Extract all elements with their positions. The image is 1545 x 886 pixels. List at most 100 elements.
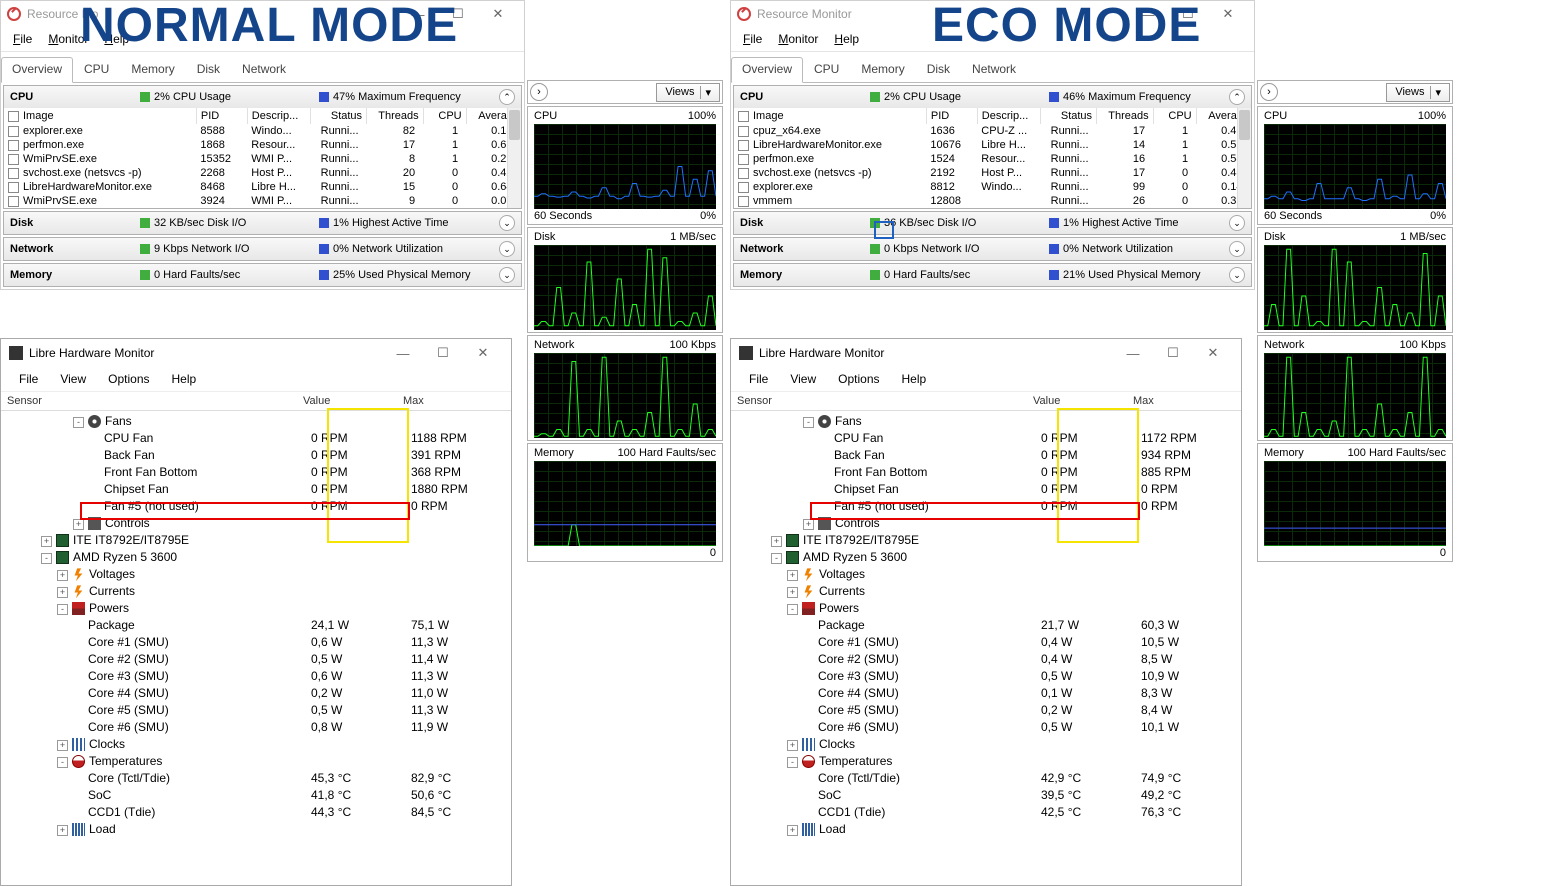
tree-row[interactable]: Front Fan Bottom0 RPM885 RPM xyxy=(737,464,1241,481)
select-all-checkbox[interactable] xyxy=(738,111,749,122)
tree-row[interactable]: -Temperatures xyxy=(737,753,1241,770)
collapse-toggle[interactable]: ⌃ xyxy=(499,89,515,105)
col-value[interactable]: Value xyxy=(303,395,403,407)
tree-row[interactable]: Core #4 (SMU)0,1 W8,3 W xyxy=(737,685,1241,702)
col-sensor[interactable]: Sensor xyxy=(7,395,303,407)
row-checkbox[interactable] xyxy=(738,154,749,165)
tree-row[interactable]: +ITE IT8792E/IT8795E xyxy=(737,532,1241,549)
collapse-toggle[interactable]: ⌄ xyxy=(499,267,515,283)
row-checkbox[interactable] xyxy=(8,154,19,165)
select-all-checkbox[interactable] xyxy=(8,111,19,122)
tree-row[interactable]: Fan #5 (not used)0 RPM0 RPM xyxy=(737,498,1241,515)
expand-toggle[interactable]: + xyxy=(787,740,798,751)
tree-row[interactable]: +Currents xyxy=(737,583,1241,600)
row-checkbox[interactable] xyxy=(8,140,19,151)
tree-row[interactable]: Back Fan0 RPM934 RPM xyxy=(737,447,1241,464)
menu-view[interactable]: View xyxy=(50,370,96,388)
menu-help[interactable]: Help xyxy=(162,370,207,388)
collapse-toggle[interactable]: ⌄ xyxy=(499,241,515,257)
col-1[interactable]: PID xyxy=(926,108,977,124)
col-1[interactable]: PID xyxy=(196,108,247,124)
col-value[interactable]: Value xyxy=(1033,395,1133,407)
col-4[interactable]: Threads xyxy=(367,108,424,124)
collapse-toggle[interactable]: ⌄ xyxy=(1229,241,1245,257)
menu-file[interactable]: File xyxy=(9,370,48,388)
tree-row[interactable]: +Voltages xyxy=(7,566,511,583)
row-checkbox[interactable] xyxy=(738,182,749,193)
tree-row[interactable]: Package21,7 W60,3 W xyxy=(737,617,1241,634)
menu-file[interactable]: File xyxy=(735,29,770,49)
row-checkbox[interactable] xyxy=(8,126,19,137)
collapse-toggle[interactable]: ⌄ xyxy=(499,215,515,231)
collapse-toggle[interactable]: ⌄ xyxy=(1229,267,1245,283)
col-max[interactable]: Max xyxy=(403,395,503,407)
close-button[interactable]: ✕ xyxy=(463,340,503,366)
tree-row[interactable]: +Voltages xyxy=(737,566,1241,583)
tree-row[interactable]: -Powers xyxy=(7,600,511,617)
table-row[interactable]: vmmem12808Runni...2600.35 xyxy=(734,194,1251,208)
close-button[interactable]: ✕ xyxy=(478,1,518,27)
expand-toggle[interactable]: - xyxy=(41,553,52,564)
tree-row[interactable]: CCD1 (Tdie)42,5 °C76,3 °C xyxy=(737,804,1241,821)
table-row[interactable]: svchost.exe (netsvcs -p)2192Host P...Run… xyxy=(734,166,1251,180)
expand-toggle[interactable]: - xyxy=(803,417,814,428)
views-button[interactable]: Views▾ xyxy=(1386,83,1450,102)
col-2[interactable]: Descrip... xyxy=(977,108,1040,124)
tree-row[interactable]: +Controls xyxy=(737,515,1241,532)
tree-row[interactable]: Core #3 (SMU)0,6 W11,3 W xyxy=(7,668,511,685)
tree-row[interactable]: +Currents xyxy=(7,583,511,600)
col-max[interactable]: Max xyxy=(1133,395,1233,407)
col-2[interactable]: Descrip... xyxy=(247,108,310,124)
tab-network[interactable]: Network xyxy=(231,57,297,83)
tree-row[interactable]: Back Fan0 RPM391 RPM xyxy=(7,447,511,464)
scrollbar[interactable] xyxy=(507,108,521,208)
col-4[interactable]: Threads xyxy=(1097,108,1154,124)
views-button[interactable]: Views▾ xyxy=(656,83,720,102)
expand-toggle[interactable]: + xyxy=(57,740,68,751)
tree-row[interactable]: Core #6 (SMU)0,8 W11,9 W xyxy=(7,719,511,736)
expand-toggle[interactable]: + xyxy=(41,536,52,547)
section-header[interactable]: CPU 2% CPU Usage 47% Maximum Frequency⌃ xyxy=(4,86,521,108)
row-checkbox[interactable] xyxy=(738,126,749,137)
expand-toggle[interactable]: + xyxy=(57,825,68,836)
menu-help[interactable]: Help xyxy=(892,370,937,388)
menu-options[interactable]: Options xyxy=(98,370,159,388)
row-checkbox[interactable] xyxy=(8,168,19,179)
tree-row[interactable]: CPU Fan0 RPM1188 RPM xyxy=(7,430,511,447)
table-row[interactable]: perfmon.exe1868Resour...Runni...1710.61 xyxy=(4,138,521,152)
tree-row[interactable]: SoC41,8 °C50,6 °C xyxy=(7,787,511,804)
tree-row[interactable]: +Load xyxy=(7,821,511,838)
section-header[interactable]: Memory 0 Hard Faults/sec 21% Used Physic… xyxy=(734,264,1251,286)
table-row[interactable]: WmiPrvSE.exe3924WMI P...Runni...900.07 xyxy=(4,194,521,208)
expand-toggle[interactable]: + xyxy=(787,570,798,581)
tree-row[interactable]: -AMD Ryzen 5 3600 xyxy=(7,549,511,566)
expand-toggle[interactable]: - xyxy=(57,604,68,615)
collapse-toggle[interactable]: ⌃ xyxy=(1229,89,1245,105)
expand-toggle[interactable]: + xyxy=(787,587,798,598)
row-checkbox[interactable] xyxy=(8,196,19,207)
expand-toggle[interactable]: - xyxy=(787,757,798,768)
tab-cpu[interactable]: CPU xyxy=(803,57,850,83)
tree-row[interactable]: Core #3 (SMU)0,5 W10,9 W xyxy=(737,668,1241,685)
tree-row[interactable]: +Load xyxy=(737,821,1241,838)
tree-row[interactable]: Package24,1 W75,1 W xyxy=(7,617,511,634)
row-checkbox[interactable] xyxy=(8,182,19,193)
tree-row[interactable]: Core #5 (SMU)0,5 W11,3 W xyxy=(7,702,511,719)
col-sensor[interactable]: Sensor xyxy=(737,395,1033,407)
row-checkbox[interactable] xyxy=(738,140,749,151)
tree-row[interactable]: SoC39,5 °C49,2 °C xyxy=(737,787,1241,804)
maximize-button[interactable]: ☐ xyxy=(423,340,463,366)
tree-row[interactable]: Core #2 (SMU)0,5 W11,4 W xyxy=(7,651,511,668)
tree-row[interactable]: Core #2 (SMU)0,4 W8,5 W xyxy=(737,651,1241,668)
tree-row[interactable]: Core #1 (SMU)0,6 W11,3 W xyxy=(7,634,511,651)
expand-toggle[interactable]: + xyxy=(787,825,798,836)
section-header[interactable]: Network 9 Kbps Network I/O 0% Network Ut… xyxy=(4,238,521,260)
tree-row[interactable]: -Fans xyxy=(737,413,1241,430)
row-checkbox[interactable] xyxy=(738,168,749,179)
tree-row[interactable]: +Controls xyxy=(7,515,511,532)
expand-toggle[interactable]: - xyxy=(771,553,782,564)
section-header[interactable]: Memory 0 Hard Faults/sec 25% Used Physic… xyxy=(4,264,521,286)
tab-memory[interactable]: Memory xyxy=(120,57,185,83)
tab-disk[interactable]: Disk xyxy=(916,57,961,83)
tree-row[interactable]: Core (Tctl/Tdie)45,3 °C82,9 °C xyxy=(7,770,511,787)
